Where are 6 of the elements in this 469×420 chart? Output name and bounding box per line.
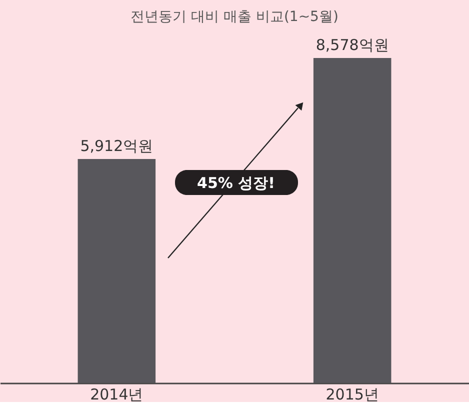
data-label: 8,578억원 (316, 36, 389, 54)
chart-title: 전년동기 대비 매출 비교(1~5월) (130, 9, 338, 25)
data-label: 5,912억원 (80, 137, 154, 156)
x-tick-label: 2015년 (326, 386, 379, 404)
annotation: 45% 성장! (197, 174, 275, 192)
x-tick-label: 2014년 (90, 386, 144, 404)
